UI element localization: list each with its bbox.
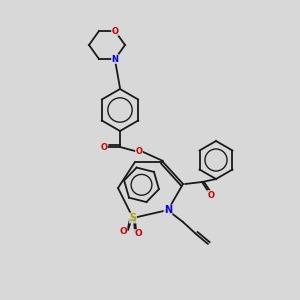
Text: O: O bbox=[112, 26, 118, 35]
Text: O: O bbox=[100, 142, 107, 152]
Text: O: O bbox=[136, 146, 142, 155]
Text: O: O bbox=[134, 230, 142, 238]
Text: N: N bbox=[164, 205, 172, 215]
Text: O: O bbox=[208, 190, 214, 200]
Text: O: O bbox=[119, 227, 127, 236]
Text: S: S bbox=[129, 213, 137, 223]
Text: N: N bbox=[112, 55, 118, 64]
